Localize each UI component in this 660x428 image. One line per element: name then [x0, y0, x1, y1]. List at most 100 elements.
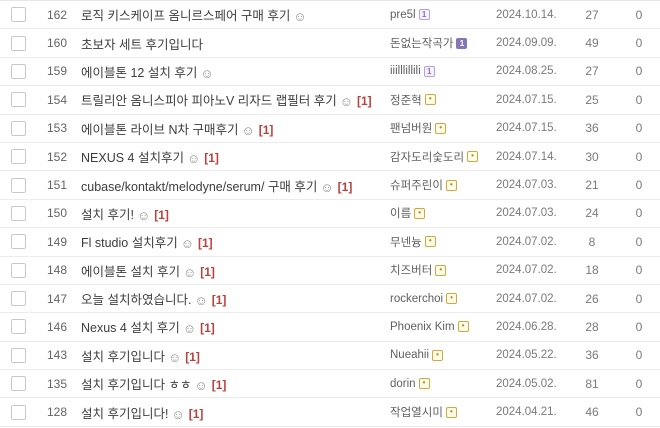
post-date: 2024.08.25.	[496, 65, 557, 78]
author-cell: Phoenix Kim •	[388, 321, 490, 333]
like-count: 0	[635, 234, 643, 249]
post-title-link[interactable]: 로직 키스케이프 옴니르스페어 구매 후기	[81, 9, 291, 24]
post-title-link[interactable]: NEXUS 4 설치후기	[81, 151, 184, 166]
post-author[interactable]: 팬넘버원	[390, 123, 433, 136]
post-author[interactable]: 이름	[390, 208, 412, 221]
post-author[interactable]: dorin	[390, 377, 416, 390]
view-count: 18	[585, 263, 599, 278]
author-cell: Nueahii •	[388, 349, 490, 361]
comment-count[interactable]: [1]	[154, 207, 169, 222]
checkbox-cell	[0, 404, 36, 420]
post-author[interactable]: Phoenix Kim	[390, 320, 455, 333]
comment-count[interactable]: [1]	[211, 378, 227, 393]
table-row: 160 초보자 세트 후기입니다 돈없는작곡가 1 2024.09.09. 49 …	[0, 29, 660, 58]
comment-count[interactable]: [1]	[188, 406, 204, 421]
row-checkbox[interactable]	[10, 376, 26, 392]
title-cell: 오늘 설치하였습니다. ☺ [1]	[78, 289, 388, 308]
row-checkbox[interactable]	[10, 35, 26, 51]
post-title-link[interactable]: 에이블톤 설치 후기	[81, 264, 180, 279]
table-row: 128 설치 후기입니다! ☺ [1] 작업열시미 • 2024.04.21. 46 …	[0, 398, 660, 427]
post-number: 128	[46, 405, 68, 420]
post-author[interactable]: 돈없는작곡가	[390, 38, 454, 51]
checkbox-cell	[0, 234, 36, 250]
post-title-link[interactable]: 오늘 설치하였습니다.	[81, 293, 192, 308]
post-author[interactable]: rockerchoi	[390, 292, 444, 305]
row-checkbox[interactable]	[10, 234, 26, 250]
post-title-link[interactable]: 에이블톤 라이브 N차 구매후기	[81, 122, 239, 137]
post-date: 2024.07.14.	[496, 150, 557, 163]
post-title-link[interactable]: 초보자 세트 후기입니다	[81, 37, 203, 52]
row-checkbox[interactable]	[10, 347, 26, 363]
post-title-link[interactable]: Nexus 4 설치 후기	[81, 321, 180, 336]
row-checkbox[interactable]	[10, 205, 26, 221]
comment-count[interactable]: [1]	[204, 151, 219, 166]
post-title-link[interactable]: 에이블톤 12 설치 후기	[81, 65, 198, 80]
checkbox-cell	[0, 376, 36, 392]
post-author[interactable]: iiilllillili	[390, 65, 421, 78]
author-cell: 치즈버터 •	[388, 262, 490, 278]
row-checkbox[interactable]	[10, 291, 26, 307]
author-cell: 정준혁 •	[388, 92, 490, 108]
table-row: 148 에이블톤 설치 후기 ☺ [1] 치즈버터 • 2024.07.02. 18 …	[0, 256, 660, 285]
comment-count[interactable]: [1]	[337, 179, 353, 194]
post-title-link[interactable]: 설치 후기입니다!	[81, 406, 169, 421]
author-cell: iiilllillili 1	[388, 65, 490, 77]
post-title-link[interactable]: 설치 후기입니다 ㅎㅎ	[81, 378, 192, 393]
post-author[interactable]: 치즈버터	[390, 265, 433, 278]
post-author[interactable]: 슈퍼주린이	[390, 180, 443, 193]
post-title-link[interactable]: 설치 후기입니다	[81, 349, 165, 364]
member-level-icon: •	[432, 349, 443, 361]
row-checkbox[interactable]	[10, 262, 26, 278]
smiley-emoticon-icon: ☺	[293, 9, 307, 25]
row-checkbox[interactable]	[10, 149, 26, 165]
checkbox-cell	[0, 319, 36, 335]
comment-count[interactable]: [1]	[198, 236, 213, 251]
post-date: 2024.10.14.	[496, 8, 557, 21]
view-count: 81	[585, 376, 599, 391]
post-date: 2024.06.28.	[496, 320, 557, 333]
checkbox-cell	[0, 177, 36, 193]
post-author[interactable]: 감자도리숯도리	[390, 151, 465, 164]
checkbox-cell	[0, 63, 36, 79]
comment-count[interactable]: [1]	[258, 122, 274, 137]
member-level-icon: •	[445, 406, 457, 418]
like-count: 0	[635, 7, 643, 22]
post-number: 148	[46, 263, 68, 278]
row-checkbox[interactable]	[10, 404, 26, 420]
comment-count[interactable]: [1]	[200, 264, 215, 279]
row-checkbox[interactable]	[10, 92, 26, 108]
smiley-emoticon-icon: ☺	[167, 349, 182, 365]
post-title-link[interactable]: 설치 후기!	[81, 207, 134, 222]
member-level-icon: •	[446, 293, 458, 305]
row-checkbox[interactable]	[10, 7, 26, 23]
post-author[interactable]: 정준혁	[390, 94, 422, 107]
row-checkbox[interactable]	[10, 63, 26, 79]
member-level-icon: 1	[418, 9, 430, 21]
row-checkbox[interactable]	[10, 177, 26, 193]
post-author[interactable]: 무넨늉	[390, 236, 422, 249]
post-author[interactable]: pre5l	[390, 8, 416, 21]
post-author[interactable]: 작업열시미	[390, 407, 443, 420]
post-date: 2024.05.02.	[496, 377, 557, 390]
comment-count[interactable]: [1]	[356, 94, 372, 109]
post-date: 2024.05.22.	[496, 349, 557, 362]
smiley-emoticon-icon: ☺	[320, 179, 334, 195]
row-checkbox[interactable]	[10, 319, 26, 335]
view-count: 30	[585, 149, 599, 164]
post-number: 162	[46, 7, 68, 22]
post-title-link[interactable]: cubase/kontakt/melodyne/serum/ 구매 후기	[81, 179, 318, 194]
like-count: 0	[635, 405, 643, 420]
comment-count[interactable]: [1]	[185, 349, 200, 364]
post-title-link[interactable]: Fl studio 설치후기	[81, 236, 178, 251]
comment-count[interactable]: [1]	[211, 293, 227, 308]
checkbox-cell	[0, 92, 36, 108]
post-number: 154	[46, 92, 68, 107]
post-author[interactable]: Nueahii	[390, 349, 429, 362]
like-count: 0	[635, 291, 643, 306]
comment-count[interactable]: [1]	[200, 321, 215, 336]
post-title-link[interactable]: 트릴리안 옴니스피아 피아노V 리자드 랩필터 후기	[81, 94, 337, 109]
author-cell: rockerchoi •	[388, 293, 490, 305]
row-checkbox[interactable]	[10, 120, 26, 136]
checkbox-cell	[0, 262, 36, 278]
